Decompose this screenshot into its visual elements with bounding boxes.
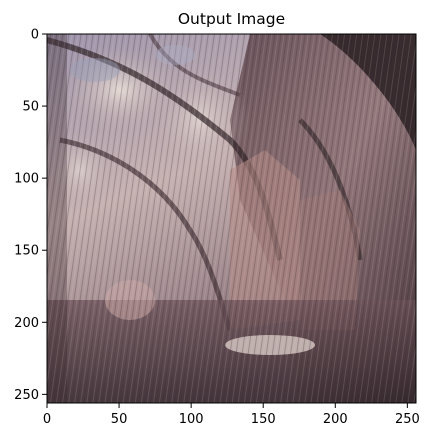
y-tick-label: 0 — [31, 28, 39, 43]
x-tick-label: 150 — [251, 412, 276, 427]
x-tick-label: 0 — [43, 412, 51, 427]
y-tick-label: 200 — [14, 316, 39, 331]
y-tick-label: 150 — [14, 244, 39, 259]
y-axis: 0 50 100 150 200 250 — [14, 28, 47, 403]
x-tick-label: 250 — [395, 412, 420, 427]
x-tick-label: 100 — [179, 412, 204, 427]
x-tick-label: 50 — [111, 412, 128, 427]
y-tick-label: 250 — [14, 388, 39, 403]
output-image — [47, 34, 416, 403]
axes-frame — [46, 33, 417, 404]
y-tick-label: 50 — [22, 100, 39, 115]
y-tick-label: 100 — [14, 172, 39, 187]
x-axis: 0 50 100 150 200 250 — [43, 403, 420, 427]
chart-title: Output Image — [178, 10, 285, 28]
x-tick-label: 200 — [323, 412, 348, 427]
